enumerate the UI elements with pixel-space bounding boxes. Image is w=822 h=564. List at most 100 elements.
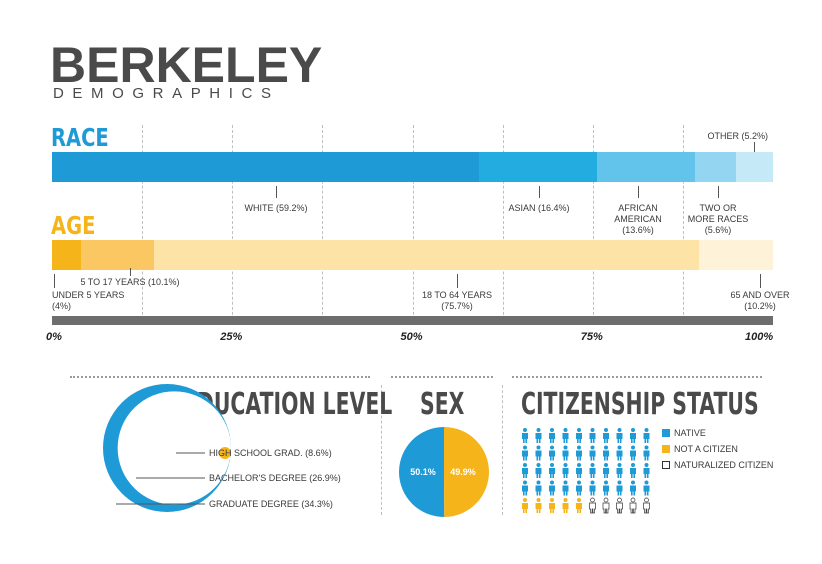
annotation-tick: [130, 268, 131, 276]
segment-label: 65 AND OVER (10.2%): [730, 290, 790, 311]
person-icon: [522, 463, 528, 478]
person-icon: [589, 497, 596, 514]
person-icon: [535, 428, 542, 443]
person-icon: [576, 480, 582, 496]
page-title: BERKELEY: [50, 37, 323, 93]
sex-pie-slice-female: [444, 427, 490, 517]
legend-label: NOT A CITIZEN: [674, 444, 738, 454]
person-icon: [535, 463, 542, 478]
axis-tick-label: 75%: [580, 331, 603, 343]
person-icon: [616, 463, 623, 478]
axis-tick-label: 50%: [400, 331, 423, 343]
age-bar-segment: [153, 240, 700, 270]
race-bar-segment: [478, 152, 598, 182]
annotation-tick: [457, 274, 458, 288]
race-bar-segment: [695, 152, 736, 182]
annotation-tick: [718, 186, 719, 198]
person-icon: [549, 480, 555, 496]
divider: [391, 376, 493, 378]
grid-line: [413, 125, 414, 325]
person-icon: [589, 480, 596, 496]
percent-axis-bar: [52, 316, 773, 325]
person-icon: [630, 463, 636, 478]
annotation-tick: [539, 186, 540, 198]
person-icon: [630, 480, 636, 496]
person-icon: [643, 480, 650, 496]
person-icon: [535, 445, 542, 461]
person-icon: [562, 498, 569, 513]
annotation-tick: [638, 186, 639, 198]
person-icon: [616, 428, 623, 443]
legend-swatch: [662, 445, 670, 453]
grid-line: [503, 125, 504, 325]
citizenship-title: CITIZENSHIP STATUS: [521, 387, 759, 422]
person-icon: [549, 498, 555, 513]
annotation-tick: [754, 142, 755, 152]
person-icon: [603, 428, 609, 443]
education-label-highschool: HIGH SCHOOL GRAD. (8.6%): [209, 448, 332, 458]
sex-pie-chart: 50.1% 49.9%: [399, 427, 490, 517]
sex-pie-label-male: 50.1%: [410, 467, 436, 477]
sex-pie-label-female: 49.9%: [450, 467, 476, 477]
segment-label: 18 TO 64 YEARS (75.7%): [421, 290, 493, 311]
person-icon: [562, 463, 569, 478]
education-label-bachelor: BACHELOR'S DEGREE (26.9%): [209, 473, 341, 483]
sex-title: SEX: [420, 387, 465, 422]
grid-line: [593, 125, 594, 325]
education-bachelor-circle: [117, 391, 231, 505]
race-bar-segment: [597, 152, 696, 182]
person-icon: [603, 463, 609, 478]
person-icon: [562, 445, 569, 461]
age-stacked-bar: [52, 240, 774, 270]
annotation-tick: [276, 186, 277, 198]
person-icon: [522, 498, 528, 513]
age-title: AGE: [51, 211, 96, 240]
person-icon: [616, 497, 623, 514]
legend-label: NATURALIZED CITIZEN: [674, 460, 774, 470]
person-icon: [576, 445, 582, 461]
legend-native: NATIVE: [662, 428, 706, 438]
segment-label: AFRICAN AMERICAN (13.6%): [614, 203, 662, 235]
annotation-tick: [760, 274, 761, 288]
divider: [381, 385, 382, 515]
race-stacked-bar: [52, 152, 774, 182]
person-icon: [589, 463, 596, 478]
person-icon: [535, 498, 542, 513]
person-icon: [549, 445, 555, 461]
axis-tick-label: 100%: [745, 331, 774, 343]
person-icon: [522, 480, 528, 496]
legend-not-citizen: NOT A CITIZEN: [662, 444, 738, 454]
person-icon: [562, 428, 569, 443]
person-icon: [630, 428, 636, 443]
legend-swatch: [662, 461, 670, 469]
person-icon: [576, 463, 582, 478]
segment-label: OTHER (5.2%): [707, 131, 768, 141]
segment-label: ASIAN (16.4%): [508, 203, 570, 213]
person-icon: [643, 445, 650, 461]
age-bar-segment: [80, 240, 155, 270]
person-icon: [576, 428, 582, 443]
age-bar-segment: [52, 240, 82, 270]
education-highschool-circle: [219, 447, 231, 459]
divider: [512, 376, 762, 378]
axis-tick-label: 0%: [46, 331, 62, 343]
person-icon: [643, 463, 650, 478]
person-icon: [616, 480, 623, 496]
segment-label: 5 TO 17 YEARS (10.1%): [80, 277, 180, 287]
divider: [70, 376, 370, 378]
axis-tick-label: 25%: [220, 331, 243, 343]
person-icon: [629, 497, 637, 514]
grid-line: [322, 125, 323, 325]
legend-swatch: [662, 429, 670, 437]
person-icon: [643, 497, 650, 514]
person-icon: [603, 480, 609, 496]
grid-line: [232, 125, 233, 325]
citizenship-pictogram: [522, 428, 650, 514]
page-subtitle: DEMOGRAPHICS: [53, 85, 280, 102]
person-icon: [522, 428, 528, 443]
person-icon: [602, 497, 610, 514]
sex-pie-slice-male: [399, 427, 445, 517]
grid-line: [142, 125, 143, 325]
person-icon: [603, 445, 609, 461]
race-bar-segment: [735, 152, 774, 182]
